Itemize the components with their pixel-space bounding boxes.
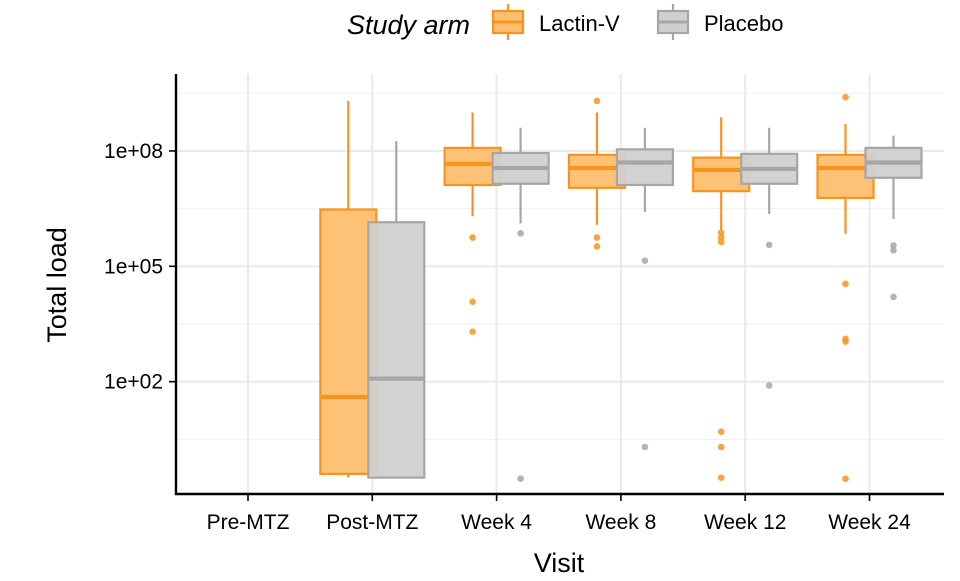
box-body xyxy=(816,153,875,200)
outlier-point xyxy=(717,238,725,246)
axes xyxy=(174,74,944,496)
outlier-point xyxy=(717,443,725,451)
legend: Study arm Lactin-V Placebo xyxy=(347,4,784,40)
plot-panel xyxy=(176,74,944,494)
outlier-point xyxy=(517,230,524,237)
box-body xyxy=(319,208,378,475)
box-placebo xyxy=(740,127,799,389)
x-tick-label: Week 12 xyxy=(704,511,787,534)
outlier-point xyxy=(842,338,849,345)
outlier-point xyxy=(842,475,849,482)
legend-item-lactin-v: Lactin-V xyxy=(491,4,620,40)
outlier-point xyxy=(890,293,897,301)
outlier-point xyxy=(517,475,524,482)
box-lactin-v xyxy=(816,93,875,482)
outlier-point xyxy=(641,257,649,264)
outlier-point xyxy=(717,428,725,436)
ticks: 1e+02 1e+05 1e+08 Pre-MTZ Post-MTZ Week 4 Week… xyxy=(104,140,911,534)
legend-label: Placebo xyxy=(704,11,784,36)
outlier-point xyxy=(593,234,601,241)
x-tick-label: Week 4 xyxy=(461,511,532,534)
outlier-point xyxy=(469,234,476,241)
legend-item-placebo: Placebo xyxy=(656,4,784,40)
outlier-point xyxy=(593,243,601,250)
outlier-point xyxy=(842,93,849,101)
outlier-point xyxy=(890,242,897,249)
y-tick-label: 1e+05 xyxy=(104,255,163,278)
outlier-point xyxy=(469,298,476,306)
outlier-point xyxy=(890,247,897,254)
legend-title: Study arm xyxy=(347,10,470,40)
box-body xyxy=(615,148,675,187)
box-body xyxy=(567,153,627,189)
outlier-point xyxy=(717,229,725,236)
x-tick-label: Week 24 xyxy=(828,511,911,534)
outlier-point xyxy=(842,280,849,288)
grid-lines xyxy=(176,74,944,494)
y-tick-label: 1e+08 xyxy=(104,140,163,163)
x-tick-label: Post-MTZ xyxy=(326,511,418,534)
box-lactin-v xyxy=(319,100,378,478)
box-lactin-v xyxy=(443,112,502,335)
outlier-point xyxy=(717,474,725,481)
outlier-point xyxy=(593,97,601,105)
outlier-point xyxy=(765,241,773,249)
legend-label: Lactin-V xyxy=(539,11,620,36)
x-tick-label: Pre-MTZ xyxy=(207,511,290,534)
y-tick-label: 1e+02 xyxy=(104,371,163,394)
boxes xyxy=(319,93,923,482)
x-tick-label: Week 8 xyxy=(585,511,656,534)
box-placebo xyxy=(491,127,550,482)
outlier-point xyxy=(469,328,476,335)
box-placebo xyxy=(864,135,923,301)
box-placebo xyxy=(367,141,426,479)
box-lactin-v xyxy=(567,97,627,250)
box-body xyxy=(367,221,426,479)
outlier-point xyxy=(765,382,773,389)
box-placebo xyxy=(615,127,675,451)
box-body xyxy=(443,146,502,187)
x-axis-title: Visit xyxy=(534,548,585,576)
outlier-point xyxy=(641,443,649,451)
y-axis-title: Total load xyxy=(42,227,72,343)
